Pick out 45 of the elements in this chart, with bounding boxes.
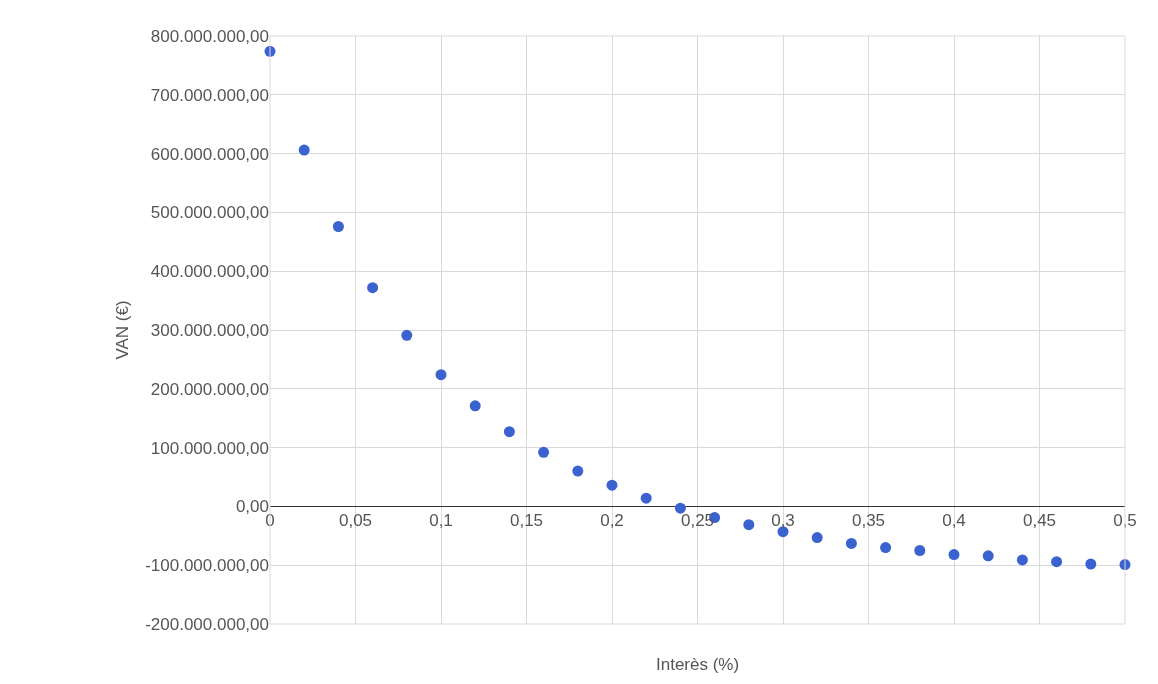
point bbox=[401, 329, 413, 341]
x-tick-label: 0,1 bbox=[429, 511, 453, 531]
point bbox=[1016, 554, 1028, 566]
x-tick-label: 0,25 bbox=[680, 511, 715, 531]
x-tick-label: 0,35 bbox=[851, 511, 886, 531]
point bbox=[880, 542, 892, 554]
point bbox=[845, 537, 857, 549]
y-axis-title: VAN (€) bbox=[112, 300, 132, 360]
point bbox=[743, 519, 755, 531]
point bbox=[811, 532, 823, 544]
y-tick-label: 600.000.000,00 bbox=[150, 144, 269, 164]
y-tick-label: 800.000.000,00 bbox=[150, 26, 269, 46]
point bbox=[469, 400, 481, 412]
point bbox=[606, 479, 618, 491]
point bbox=[503, 426, 515, 438]
y-tick-label: -100.000.000,00 bbox=[145, 556, 269, 576]
point bbox=[298, 144, 310, 156]
x-tick-label: 0 bbox=[265, 511, 275, 531]
point bbox=[982, 550, 994, 562]
point bbox=[948, 549, 960, 561]
point bbox=[1085, 558, 1097, 570]
x-tick-label: 0,5 bbox=[1113, 511, 1137, 531]
y-tick-label: 300.000.000,00 bbox=[150, 320, 269, 340]
point bbox=[538, 446, 550, 458]
point bbox=[332, 221, 344, 233]
point bbox=[640, 492, 652, 504]
point bbox=[435, 369, 447, 381]
y-tick-label: 500.000.000,00 bbox=[150, 203, 269, 223]
x-axis-title: Interès (%) bbox=[656, 655, 740, 674]
point bbox=[674, 502, 686, 514]
point bbox=[1051, 556, 1063, 568]
point bbox=[572, 465, 584, 477]
x-tick-label: 0,2 bbox=[600, 511, 624, 531]
x-tick-label: 0,45 bbox=[1022, 511, 1057, 531]
point bbox=[914, 545, 926, 556]
x-tick-label: 0,3 bbox=[771, 511, 795, 531]
point bbox=[367, 282, 379, 294]
x-tick-label: 0,4 bbox=[942, 511, 966, 531]
x-tick-label: 0,05 bbox=[338, 511, 373, 531]
y-tick-label: 100.000.000,00 bbox=[150, 438, 269, 458]
x-tick-label: 0,15 bbox=[509, 511, 544, 531]
y-tick-label: 400.000.000,00 bbox=[150, 262, 269, 282]
y-tick-label: 200.000.000,00 bbox=[150, 379, 269, 399]
y-tick-label: -200.000.000,00 bbox=[145, 614, 269, 634]
y-tick-label: 700.000.000,00 bbox=[150, 85, 269, 105]
